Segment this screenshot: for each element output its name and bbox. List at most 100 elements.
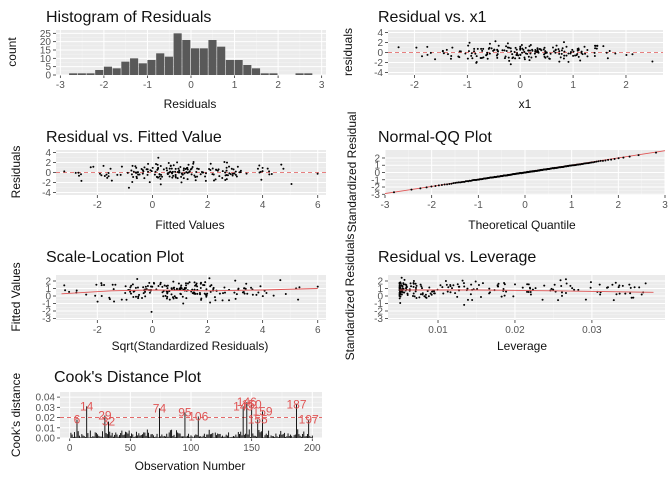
scaleloc-point — [196, 292, 199, 295]
scaleloc-point — [96, 300, 99, 303]
lev-point — [633, 286, 636, 289]
hist-bar — [95, 70, 104, 75]
resx1-point — [586, 49, 589, 52]
qq-point — [450, 182, 453, 185]
qq-point — [587, 162, 590, 165]
hist-bar — [260, 73, 269, 75]
resfit-point — [204, 172, 207, 175]
resfit-point — [192, 160, 195, 163]
resx1-point — [459, 50, 462, 53]
scaleloc-point — [134, 295, 137, 298]
resx1-point — [529, 52, 532, 55]
resx1-point — [429, 51, 432, 54]
lev-point — [454, 292, 457, 295]
resfit-point — [211, 167, 214, 170]
cook-xtick-label: 200 — [304, 443, 321, 454]
resx1-point — [562, 57, 565, 60]
scaleloc-point — [185, 284, 188, 287]
scaleloc-point — [172, 280, 175, 283]
resx1-point — [594, 44, 597, 47]
resx1-point — [554, 51, 557, 54]
scaleloc-title: Scale-Location Plot — [46, 249, 184, 266]
resfit-point — [135, 166, 138, 169]
resx1-point — [559, 56, 562, 59]
resx1-point — [458, 56, 461, 59]
qq-point — [585, 162, 588, 165]
hist-bar — [234, 60, 243, 75]
scaleloc-point — [112, 288, 115, 291]
lev-point — [474, 280, 477, 283]
scaleloc-point — [214, 299, 217, 302]
resx1-point — [542, 48, 545, 51]
resfit-point — [224, 178, 227, 181]
resfit-point — [160, 173, 163, 176]
resfit-point — [282, 167, 285, 170]
resfit-point — [174, 167, 177, 170]
resx1-point — [445, 48, 448, 51]
resfit-point — [186, 166, 189, 169]
qq-point — [628, 155, 631, 158]
lev-point — [419, 283, 422, 286]
qq-point — [655, 151, 658, 154]
resfit-point — [159, 183, 162, 186]
qq-point — [590, 161, 593, 164]
cook-outlier-label: 143 — [233, 399, 253, 413]
lev-point — [399, 293, 402, 296]
resfit-point — [171, 170, 174, 173]
resfit-point — [63, 170, 66, 173]
qq-xlabel: Theoretical Quantile — [468, 218, 576, 232]
hist-ytick-label: 25 — [40, 29, 52, 40]
resx1-point — [509, 47, 512, 50]
lev-point — [589, 286, 592, 289]
lev-point — [412, 285, 415, 288]
lev-xtick-label: 0.01 — [428, 325, 448, 336]
scaleloc-point — [183, 287, 186, 290]
resx1-point — [480, 57, 483, 60]
resfit-point — [256, 167, 259, 170]
resfit-point — [134, 171, 137, 174]
cook-ytick-label: 0.01 — [36, 423, 56, 434]
qq-point — [455, 181, 458, 184]
qq-point — [599, 159, 602, 162]
resx1-point — [572, 50, 575, 53]
resfit-point — [226, 174, 229, 177]
resfit-point — [232, 168, 235, 171]
resx1-point — [552, 50, 555, 53]
lev-ytick-label: -1 — [374, 299, 383, 310]
resfit-point — [98, 172, 101, 175]
lev-point — [414, 286, 417, 289]
scaleloc-ytick-label: 0 — [45, 292, 51, 303]
scaleloc-point — [137, 295, 140, 298]
qq-point — [443, 183, 446, 186]
lev-point — [418, 296, 421, 299]
resx1-point — [507, 56, 510, 59]
lev-point — [481, 282, 484, 285]
resfit-point — [89, 166, 92, 169]
lev-point — [526, 283, 529, 286]
resx1-point — [450, 55, 453, 58]
scaleloc-point — [199, 282, 202, 285]
lev-point — [502, 287, 505, 290]
resfit-point — [211, 173, 214, 176]
resfit-point — [157, 156, 160, 159]
resx1-point — [561, 47, 564, 50]
resx1-point — [536, 49, 539, 52]
lev-point — [611, 283, 614, 286]
qq-title: Normal-QQ Plot — [378, 129, 492, 146]
qq-point — [610, 158, 613, 161]
hist-bar — [147, 60, 156, 75]
resx1-point — [421, 55, 424, 58]
resfit-point — [228, 165, 231, 168]
resfit-point — [234, 173, 237, 176]
lev-point — [456, 283, 459, 286]
lev-point — [413, 295, 416, 298]
resfit-xtick-label: 2 — [205, 200, 211, 211]
resx1-point — [558, 60, 561, 63]
hist-ytick-label: 15 — [40, 46, 52, 57]
scaleloc-point — [212, 287, 215, 290]
scaleloc-point — [144, 295, 147, 298]
resx1-point — [519, 45, 522, 48]
resfit-point — [105, 173, 108, 176]
resx1-point — [426, 45, 429, 48]
